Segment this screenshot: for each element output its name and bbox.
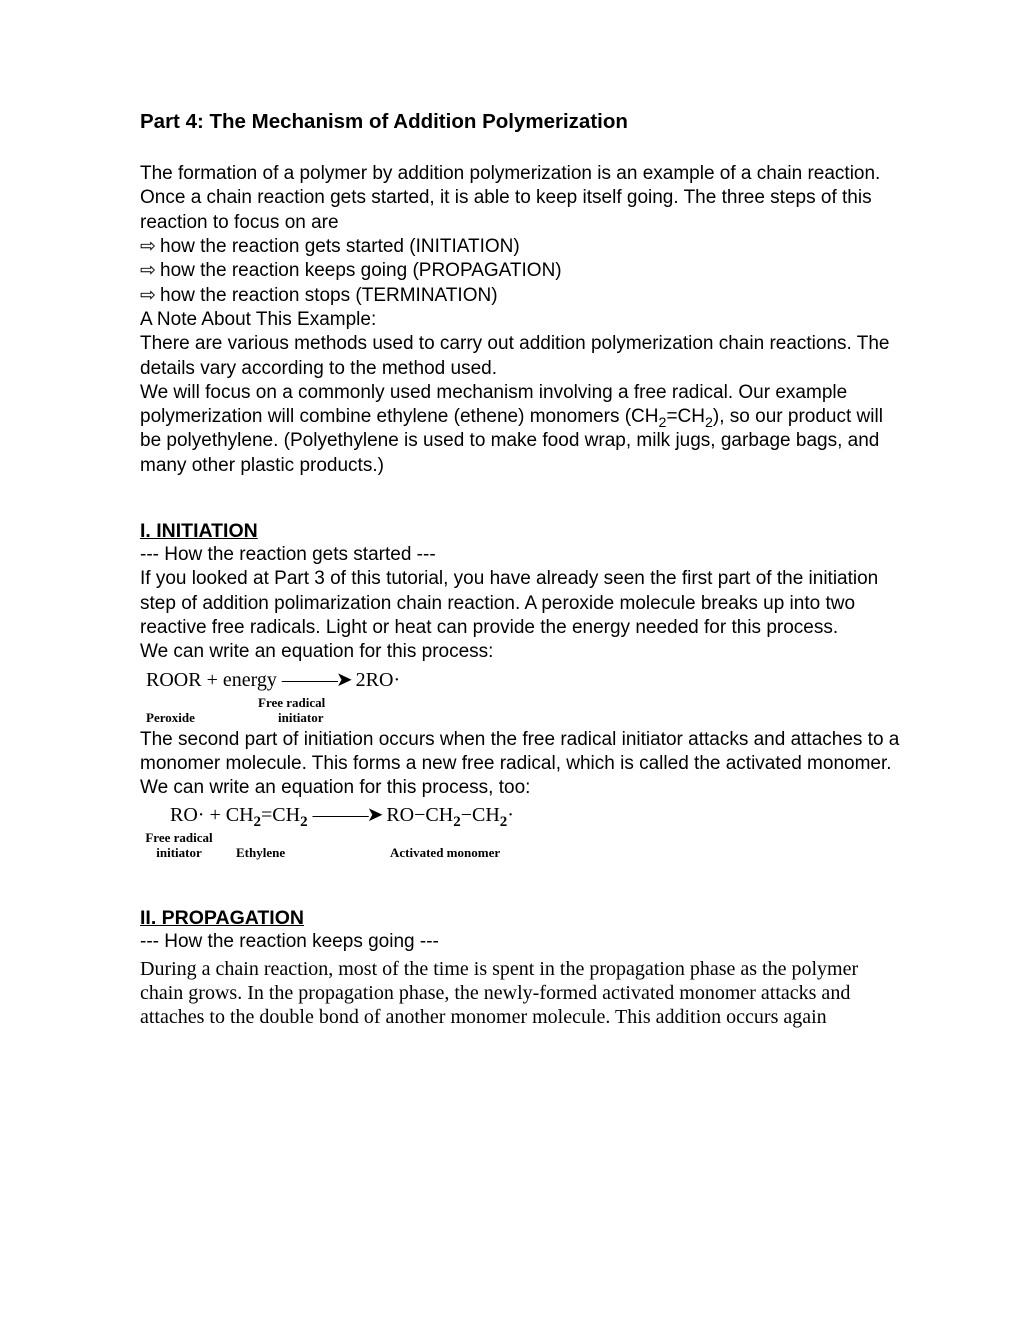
subscript-2: 2 (300, 814, 308, 830)
propagation-para-1: During a chain reaction, most of the tim… (140, 957, 900, 1030)
equation-2-line: RO· + CH2=CH2 ———➤ RO−CH2−CH2· (170, 802, 900, 827)
equation-2-labels: Free radical initiator Ethylene Activate… (140, 831, 900, 861)
eq2-t4: −CH (461, 804, 500, 826)
bullet-text: how the reaction gets started (INITIATIO… (160, 236, 520, 257)
note-para-1: There are various methods used to carry … (140, 332, 900, 381)
reaction-arrow-icon: ———➤ (313, 804, 382, 826)
eq2-lbl1-l1: Free radical (140, 831, 218, 846)
arrow-right-icon: ⇨ (140, 284, 160, 308)
note-text-b: =CH (666, 406, 705, 427)
page-title: Part 4: The Mechanism of Addition Polyme… (140, 110, 900, 134)
bullet-initiation: ⇨how the reaction gets started (INITIATI… (140, 235, 900, 259)
eq2-t5: · (507, 804, 514, 826)
equation-2: RO· + CH2=CH2 ———➤ RO−CH2−CH2· Free radi… (170, 802, 900, 861)
equation-1: ROOR + energy ———➤ 2RO· Free radical Per… (146, 667, 900, 726)
propagation-heading: II. PROPAGATION (140, 907, 900, 930)
initiation-heading: I. INITIATION (140, 520, 900, 543)
eq1-label-right-l2: initiator (278, 711, 324, 726)
eq2-t3: RO−CH (386, 804, 453, 826)
bullet-text: how the reaction keeps going (PROPAGATIO… (160, 260, 562, 281)
eq2-lbl1-l2: initiator (140, 846, 218, 861)
initiation-subtitle: --- How the reaction gets started --- (140, 543, 900, 567)
initiation-para-3: The second part of initiation occurs whe… (140, 728, 900, 777)
eq2-lbl3: Activated monomer (390, 846, 500, 861)
arrow-right-icon: ⇨ (140, 235, 160, 259)
equation-1-labels: Free radical Peroxide initiator (146, 696, 900, 726)
subscript-2: 2 (254, 814, 262, 830)
eq1-right: 2RO· (356, 669, 400, 691)
arrow-right-icon: ⇨ (140, 259, 160, 283)
document-page: Part 4: The Mechanism of Addition Polyme… (0, 0, 1020, 1030)
initiation-para-1: If you looked at Part 3 of this tutorial… (140, 567, 900, 640)
propagation-subtitle: --- How the reaction keeps going --- (140, 930, 900, 954)
note-title: A Note About This Example: (140, 308, 900, 332)
intro-paragraph: The formation of a polymer by addition p… (140, 162, 900, 235)
bullet-text: how the reaction stops (TERMINATION) (160, 285, 498, 306)
reaction-arrow-icon: ———➤ (282, 669, 351, 691)
eq1-label-left: Peroxide (146, 711, 232, 726)
initiation-para-4: We can write an equation for this proces… (140, 776, 900, 800)
note-para-2: We will focus on a commonly used mechani… (140, 381, 900, 478)
initiation-para-2: We can write an equation for this proces… (140, 640, 900, 664)
eq1-label-right-l1: Free radical (258, 696, 325, 711)
eq2-t2: =CH (261, 804, 300, 826)
bullet-propagation: ⇨how the reaction keeps going (PROPAGATI… (140, 259, 900, 283)
subscript-2: 2 (453, 814, 461, 830)
eq2-t1: RO· + CH (170, 804, 254, 826)
eq2-lbl2: Ethylene (236, 846, 306, 861)
bullet-termination: ⇨how the reaction stops (TERMINATION) (140, 284, 900, 308)
eq1-left: ROOR + energy (146, 669, 277, 691)
equation-1-line: ROOR + energy ———➤ 2RO· (146, 667, 900, 692)
subscript-2: 2 (705, 415, 713, 431)
